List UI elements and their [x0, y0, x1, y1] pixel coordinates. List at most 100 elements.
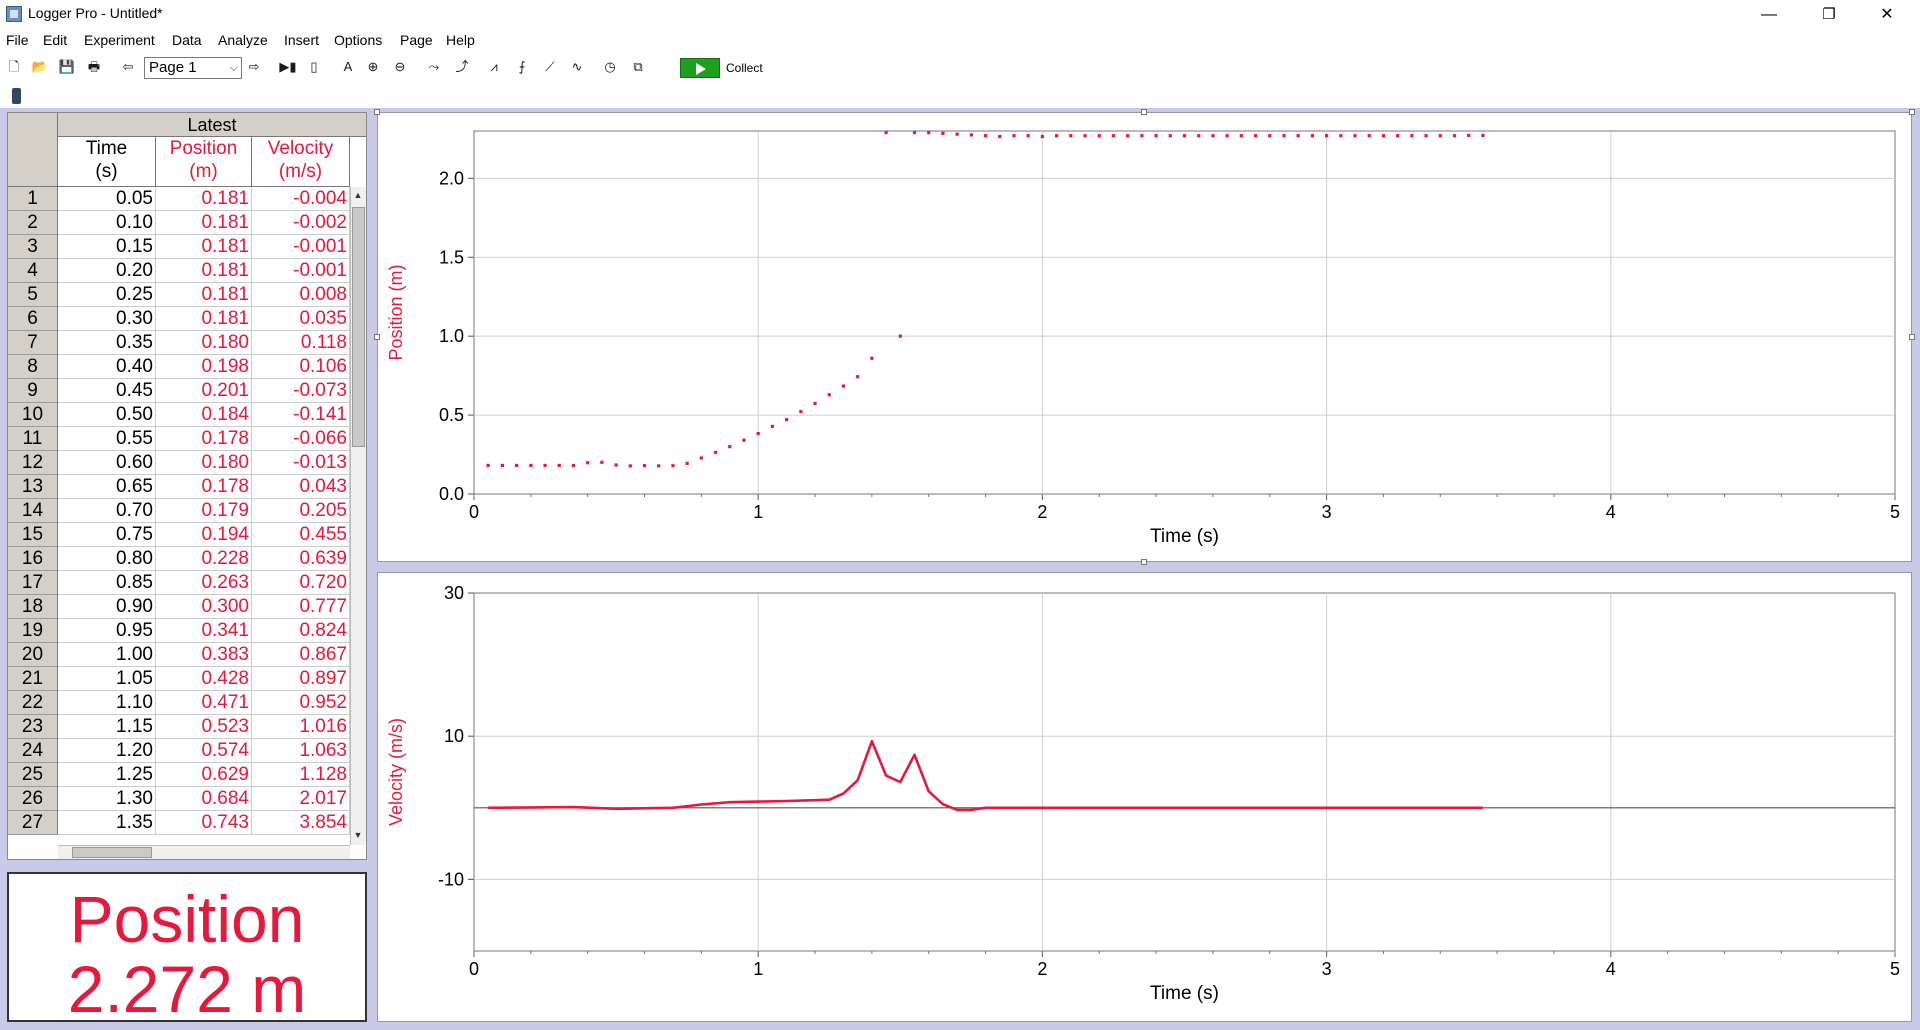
row-number[interactable]: 25 [8, 763, 58, 787]
row-number[interactable]: 20 [8, 643, 58, 667]
data-table[interactable]: Latest Time (s) Position (m) Velocity (m… [7, 112, 367, 860]
table-cell[interactable]: 1.15 [58, 715, 156, 739]
menu-page[interactable]: Page [400, 32, 433, 48]
row-number[interactable]: 27 [8, 811, 58, 835]
table-cell[interactable]: 0.180 [156, 331, 252, 355]
table-cell[interactable]: 0.40 [58, 355, 156, 379]
table-cell[interactable]: 0.720 [252, 571, 350, 595]
table-cell[interactable]: 0.90 [58, 595, 156, 619]
row-number[interactable]: 26 [8, 787, 58, 811]
row-number[interactable]: 1 [8, 187, 58, 211]
row-number[interactable]: 24 [8, 739, 58, 763]
table-cell[interactable]: 0.228 [156, 547, 252, 571]
velocity-graph[interactable]: 0 1 2 3 4 5 30 10 -10 Time (s) Velocity (m/s) [377, 572, 1912, 1022]
row-number[interactable]: 13 [8, 475, 58, 499]
table-cell[interactable]: 0.198 [156, 355, 252, 379]
row-number[interactable]: 14 [8, 499, 58, 523]
row-number[interactable]: 2 [8, 211, 58, 235]
new-file-icon[interactable]: 🗋 [8, 59, 20, 74]
table-cell[interactable]: 0.181 [156, 307, 252, 331]
table-cell[interactable]: 0.194 [156, 523, 252, 547]
table-cell[interactable]: -0.073 [252, 379, 350, 403]
table-cell[interactable]: -0.013 [252, 451, 350, 475]
table-cell[interactable]: 0.65 [58, 475, 156, 499]
resize-handle[interactable] [374, 334, 380, 340]
menu-data[interactable]: Data [172, 32, 202, 48]
table-cell[interactable]: 0.50 [58, 403, 156, 427]
table-cell[interactable]: -0.001 [252, 235, 350, 259]
print-icon[interactable]: 🖶 [87, 59, 101, 74]
data-browser-icon[interactable]: ▶▮ [279, 59, 297, 74]
table-cell[interactable]: 0.523 [156, 715, 252, 739]
table-cell[interactable]: -0.141 [252, 403, 350, 427]
resize-handle[interactable] [1141, 559, 1147, 565]
table-cell[interactable]: 0.471 [156, 691, 252, 715]
menu-help[interactable]: Help [446, 32, 475, 48]
integral-icon[interactable]: ⨍ [518, 59, 526, 74]
table-cell[interactable]: 0.118 [252, 331, 350, 355]
collect-button[interactable]: Collect [680, 57, 766, 79]
table-cell[interactable]: 0.455 [252, 523, 350, 547]
row-number[interactable]: 3 [8, 235, 58, 259]
previous-page-icon[interactable]: ⇦ [122, 59, 134, 74]
row-number[interactable]: 19 [8, 619, 58, 643]
row-number[interactable]: 22 [8, 691, 58, 715]
table-cell[interactable]: 0.181 [156, 259, 252, 283]
position-graph[interactable]: 0 1 2 3 4 5 0.0 0.5 1.0 1.5 2.0 Time (s) Position (m… [377, 112, 1912, 562]
row-number[interactable]: 9 [8, 379, 58, 403]
table-cell[interactable]: 0.952 [252, 691, 350, 715]
zoom-out-icon[interactable]: ⊖ [394, 59, 406, 74]
table-cell[interactable]: 0.574 [156, 739, 252, 763]
table-cell[interactable]: 1.063 [252, 739, 350, 763]
table-cell[interactable]: 1.10 [58, 691, 156, 715]
table-cell[interactable]: 1.00 [58, 643, 156, 667]
table-cell[interactable]: 0.70 [58, 499, 156, 523]
table-cell[interactable]: 0.180 [156, 451, 252, 475]
table-cell[interactable]: 0.181 [156, 187, 252, 211]
table-cell[interactable]: 0.867 [252, 643, 350, 667]
tangent-icon[interactable]: ⤴ [455, 59, 469, 74]
table-cell[interactable]: 0.300 [156, 595, 252, 619]
row-number[interactable]: 8 [8, 355, 58, 379]
table-cell[interactable]: 0.25 [58, 283, 156, 307]
resize-handle[interactable] [1909, 334, 1915, 340]
resize-handle[interactable] [374, 109, 380, 115]
scroll-thumb[interactable] [352, 207, 365, 447]
row-number[interactable]: 15 [8, 523, 58, 547]
statistics-icon[interactable]: ⩘ [490, 59, 498, 74]
table-cell[interactable]: 0.05 [58, 187, 156, 211]
table-cell[interactable]: -0.001 [252, 259, 350, 283]
table-cell[interactable]: 0.15 [58, 235, 156, 259]
save-icon[interactable]: 💾 [58, 59, 76, 74]
table-cell[interactable]: 0.20 [58, 259, 156, 283]
table-cell[interactable]: 0.897 [252, 667, 350, 691]
page-select[interactable]: Page 1 ⌵ [144, 57, 242, 79]
resize-handle[interactable] [1909, 109, 1915, 115]
table-cell[interactable]: 0.10 [58, 211, 156, 235]
next-page-icon[interactable]: ⇨ [248, 59, 260, 74]
table-cell[interactable]: 0.629 [156, 763, 252, 787]
table-cell[interactable]: 0.263 [156, 571, 252, 595]
table-cell[interactable]: 0.743 [156, 811, 252, 835]
table-cell[interactable]: 0.178 [156, 427, 252, 451]
row-number[interactable]: 4 [8, 259, 58, 283]
menu-options[interactable]: Options [334, 32, 383, 48]
sensor-icon[interactable] [12, 88, 21, 104]
table-cell[interactable]: 0.008 [252, 283, 350, 307]
row-number[interactable]: 6 [8, 307, 58, 331]
table-cell[interactable]: -0.002 [252, 211, 350, 235]
table-cell[interactable]: 0.341 [156, 619, 252, 643]
table-cell[interactable]: 0.201 [156, 379, 252, 403]
table-cell[interactable]: 1.30 [58, 787, 156, 811]
column-header-position[interactable]: Position (m) [156, 137, 252, 187]
vertical-scrollbar[interactable]: ▲ ▼ [350, 187, 366, 845]
row-number[interactable]: 7 [8, 331, 58, 355]
autoscale-icon[interactable]: A [343, 59, 353, 74]
scroll-down-icon[interactable]: ▼ [353, 830, 363, 840]
table-cell[interactable]: 0.205 [252, 499, 350, 523]
table-cell[interactable]: 0.85 [58, 571, 156, 595]
row-number[interactable]: 17 [8, 571, 58, 595]
menu-insert[interactable]: Insert [284, 32, 320, 48]
linear-fit-icon[interactable]: ⟋ [545, 59, 555, 74]
row-number[interactable]: 10 [8, 403, 58, 427]
